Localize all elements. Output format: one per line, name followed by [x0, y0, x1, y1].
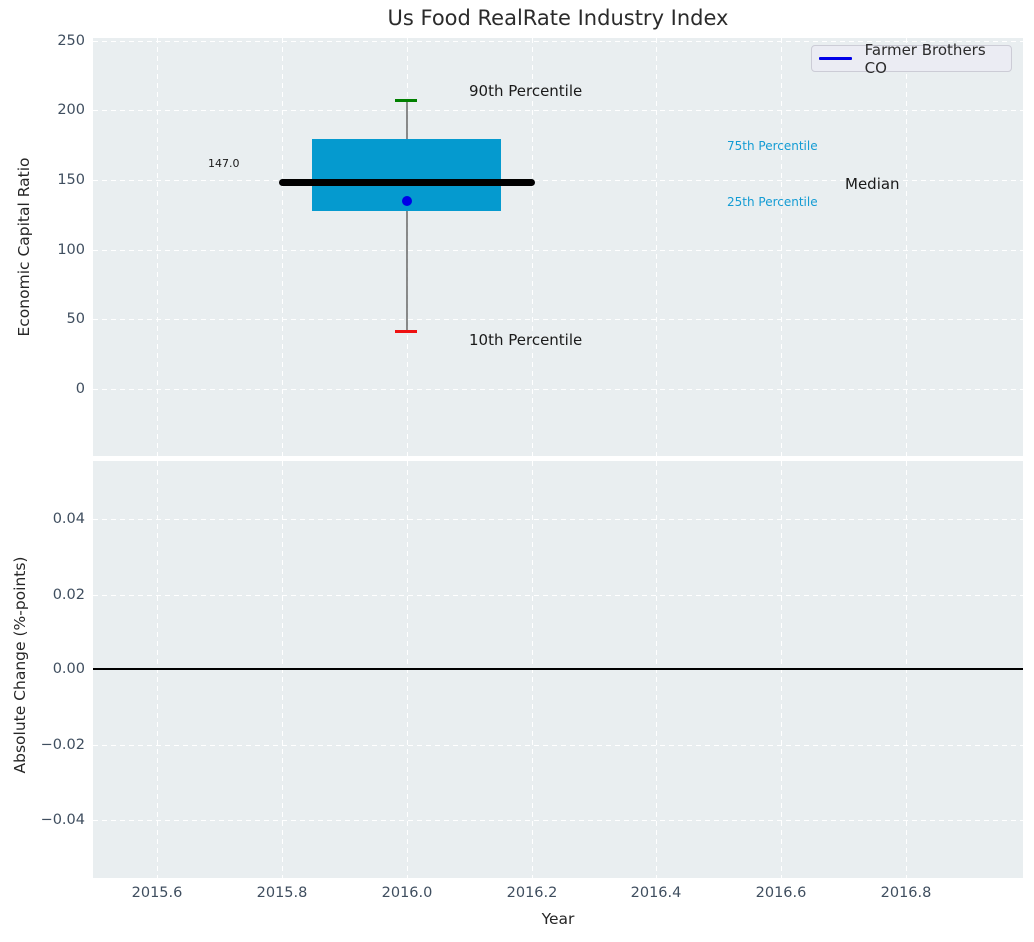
gridline [906, 38, 907, 456]
chart-title: Us Food RealRate Industry Index [387, 6, 729, 30]
gridline [532, 38, 533, 456]
y-tick-label: −0.04 [40, 812, 85, 828]
cap-10th-percentile [395, 330, 417, 333]
y-tick-label: 0 [75, 381, 85, 397]
cap-90th-percentile [395, 99, 417, 102]
x-tick-label: 2015.8 [256, 885, 308, 901]
gridline [93, 41, 1023, 42]
legend-label: Farmer Brothers CO [864, 40, 986, 77]
x-tick-label: 2016.6 [755, 885, 807, 901]
gridline [93, 820, 1023, 821]
x-tick-label: 2016.0 [381, 885, 433, 901]
gridline [282, 38, 283, 456]
gridline [93, 110, 1023, 111]
y-tick-label: 100 [57, 242, 85, 258]
bottom-plot [93, 461, 1023, 878]
y-tick-label: 250 [57, 33, 85, 49]
annotation-75th-percentile: 75th Percentile [727, 139, 818, 153]
annotation-90th-percentile: 90th Percentile [469, 82, 583, 100]
gridline [93, 250, 1023, 251]
y-axis-label-top: Economic Capital Ratio [15, 157, 33, 337]
median-line [279, 179, 535, 186]
y-axis-label-bottom: Absolute Change (%-points) [11, 556, 29, 774]
x-tick-label: 2016.4 [630, 885, 682, 901]
y-tick-label: 0.00 [52, 661, 85, 677]
box-whisker [406, 100, 408, 332]
gridline [93, 595, 1023, 596]
gridline [781, 38, 782, 456]
x-tick-label: 2015.6 [131, 885, 183, 901]
x-tick-label: 2016.8 [880, 885, 932, 901]
y-tick-label: 0.04 [52, 511, 85, 527]
y-tick-label: 200 [57, 102, 85, 118]
gridline [93, 519, 1023, 520]
gridline [157, 38, 158, 456]
annotation-median: Median [845, 175, 900, 193]
gridline [93, 180, 1023, 181]
legend: Farmer Brothers CO [811, 41, 1012, 77]
y-tick-label: −0.02 [40, 737, 85, 753]
gridline [93, 319, 1023, 320]
y-tick-label: 150 [57, 172, 85, 188]
gridline [93, 745, 1023, 746]
gridline [93, 389, 1023, 390]
top-plot: 147.0 90th Percentile 10th Percentile 75… [93, 38, 1023, 456]
annotation-25th-percentile: 25th Percentile [727, 195, 818, 209]
y-tick-label: 0.02 [52, 587, 85, 603]
legend-line-sample [819, 57, 852, 60]
y-tick-label: 50 [66, 311, 85, 327]
x-tick-label: 2016.2 [506, 885, 558, 901]
zero-line [93, 668, 1023, 670]
gridline [656, 38, 657, 456]
company-point [402, 196, 412, 206]
annotation-10th-percentile: 10th Percentile [469, 331, 583, 349]
annotation-median-value: 147.0 [208, 157, 240, 170]
x-axis-label: Year [541, 910, 575, 928]
